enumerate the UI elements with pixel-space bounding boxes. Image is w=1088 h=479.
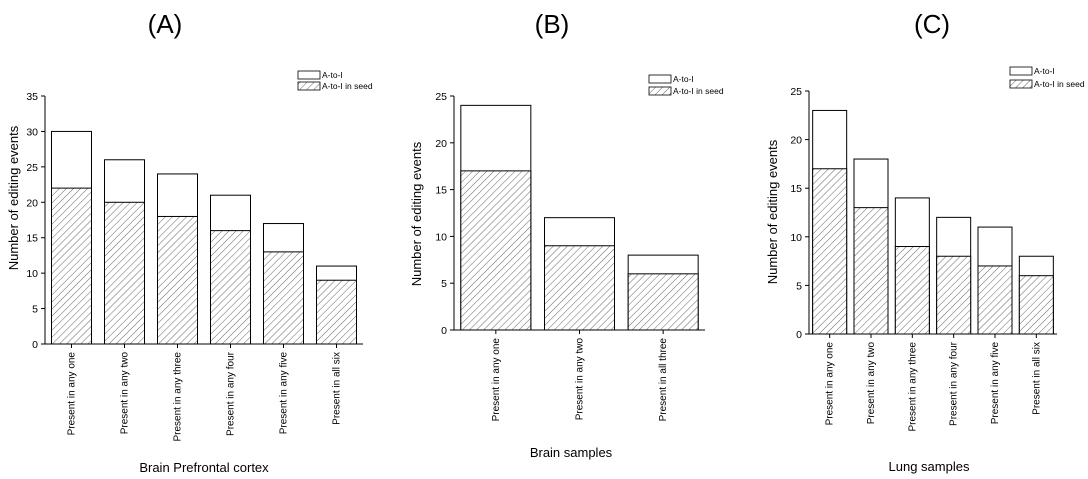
y-tick-label: 5 bbox=[32, 304, 38, 316]
chart-panel-b: (B) 0 5 10 15 20 25 Present in any one Present … bbox=[409, 9, 724, 460]
x-tick-label: Present in any three bbox=[907, 342, 918, 432]
panel-label-b: (B) bbox=[535, 9, 570, 39]
x-tick-label: Present in all three bbox=[658, 338, 669, 422]
bar-a-to-i-in-seed bbox=[936, 255, 972, 335]
x-tick-label: Present in any five bbox=[279, 352, 290, 435]
y-axis-title-a: Number of editing events bbox=[6, 125, 21, 270]
bar-a-to-i-in-seed bbox=[1018, 275, 1054, 335]
y-tick-label: 5 bbox=[441, 278, 447, 290]
y-tick-label: 10 bbox=[435, 231, 447, 243]
y-tick-label: 15 bbox=[790, 183, 802, 195]
x-tick-label: Present in any four bbox=[226, 351, 237, 436]
chart-panel-c: (C) 0 5 10 15 20 25 Present in any one Present … bbox=[765, 9, 1085, 474]
y-tick-label: 15 bbox=[26, 233, 38, 245]
y-tick-label: 25 bbox=[790, 86, 802, 98]
y-tick-label: 15 bbox=[435, 185, 447, 197]
legend-swatch-seed-a bbox=[297, 81, 321, 91]
x-tick-label: Present in any one bbox=[491, 338, 502, 422]
bar-a-to-i-in-seed bbox=[812, 168, 848, 335]
bar-a-to-i-in-seed bbox=[263, 251, 304, 345]
y-axis-title-c: Number of editing events bbox=[765, 139, 780, 284]
bar-a-to-i-in-seed bbox=[104, 201, 145, 345]
bar-a-to-i-in-seed bbox=[316, 279, 357, 345]
x-tick-label: Present in all six bbox=[332, 352, 343, 425]
x-axis-title-c: Lung samples bbox=[889, 459, 970, 474]
legend-a: A-to-I A-to-I in seed bbox=[297, 70, 373, 91]
x-axis-title-b: Brain samples bbox=[530, 445, 613, 460]
x-tick-label: Present in any three bbox=[173, 352, 184, 442]
x-tick-label: Present in any one bbox=[825, 342, 836, 426]
x-tick-label: Present in any two bbox=[575, 338, 586, 421]
legend-swatch-seed-c bbox=[1009, 79, 1033, 89]
y-tick-label: 10 bbox=[790, 232, 802, 244]
x-tick-label: Present in any one bbox=[67, 352, 78, 436]
legend-b: A-to-I A-to-I in seed bbox=[648, 74, 724, 96]
chart-panel-a: (A) 0 5 10 15 20 25 30 35 Present in any one Pres… bbox=[6, 9, 373, 475]
legend-label-a-to-i-a: A-to-I bbox=[322, 70, 343, 80]
y-tick-label: 0 bbox=[441, 325, 447, 337]
bar-a-to-i-in-seed bbox=[544, 245, 615, 331]
panel-label-a: (A) bbox=[148, 9, 183, 39]
x-tick-label: Present in all six bbox=[1031, 342, 1042, 415]
bar-a-to-i-in-seed bbox=[894, 246, 930, 335]
y-tick-label: 0 bbox=[796, 329, 802, 341]
y-tick-label: 20 bbox=[26, 197, 38, 209]
x-axis-title-a: Brain Prefrontal cortex bbox=[139, 460, 269, 475]
bar-a-to-i-in-seed bbox=[853, 207, 889, 335]
legend-swatch-a-to-i-c bbox=[1009, 66, 1033, 76]
y-tick-label: 0 bbox=[32, 339, 38, 351]
legend-label-a-to-i-c: A-to-I bbox=[1034, 66, 1055, 76]
legend-swatch-seed-b bbox=[648, 86, 672, 96]
legend-label-seed-a: A-to-I in seed bbox=[322, 81, 373, 91]
bar-a-to-i-in-seed bbox=[627, 273, 699, 331]
bar-a-to-i-in-seed bbox=[51, 187, 92, 345]
y-tick-label: 35 bbox=[26, 91, 38, 103]
panel-label-c: (C) bbox=[914, 9, 950, 39]
y-tick-label: 10 bbox=[26, 268, 38, 280]
legend-label-seed-c: A-to-I in seed bbox=[1034, 79, 1085, 89]
y-tick-label: 20 bbox=[435, 138, 447, 150]
y-tick-label: 30 bbox=[26, 126, 38, 138]
y-axis-title-b: Number of editing events bbox=[409, 141, 424, 286]
bar-a-to-i-in-seed bbox=[460, 170, 532, 331]
y-tick-label: 25 bbox=[26, 162, 38, 174]
x-tick-label: Present in any two bbox=[866, 342, 877, 425]
x-tick-label: Present in any five bbox=[990, 342, 1001, 425]
y-tick-label: 20 bbox=[790, 135, 802, 147]
legend-c: A-to-I A-to-I in seed bbox=[1009, 66, 1085, 89]
x-tick-label: Present in any four bbox=[949, 341, 960, 426]
legend-label-seed-b: A-to-I in seed bbox=[673, 86, 724, 96]
bar-a-to-i-in-seed bbox=[157, 215, 198, 345]
y-tick-label: 5 bbox=[796, 280, 802, 292]
legend-label-a-to-i-b: A-to-I bbox=[673, 74, 694, 84]
legend-swatch-a-to-i-a bbox=[297, 70, 321, 80]
legend-swatch-a-to-i-b bbox=[648, 74, 672, 84]
bar-a-to-i-in-seed bbox=[210, 230, 251, 345]
x-tick-label: Present in any two bbox=[120, 352, 131, 435]
y-tick-label: 25 bbox=[435, 91, 447, 103]
bar-a-to-i-in-seed bbox=[977, 265, 1013, 335]
